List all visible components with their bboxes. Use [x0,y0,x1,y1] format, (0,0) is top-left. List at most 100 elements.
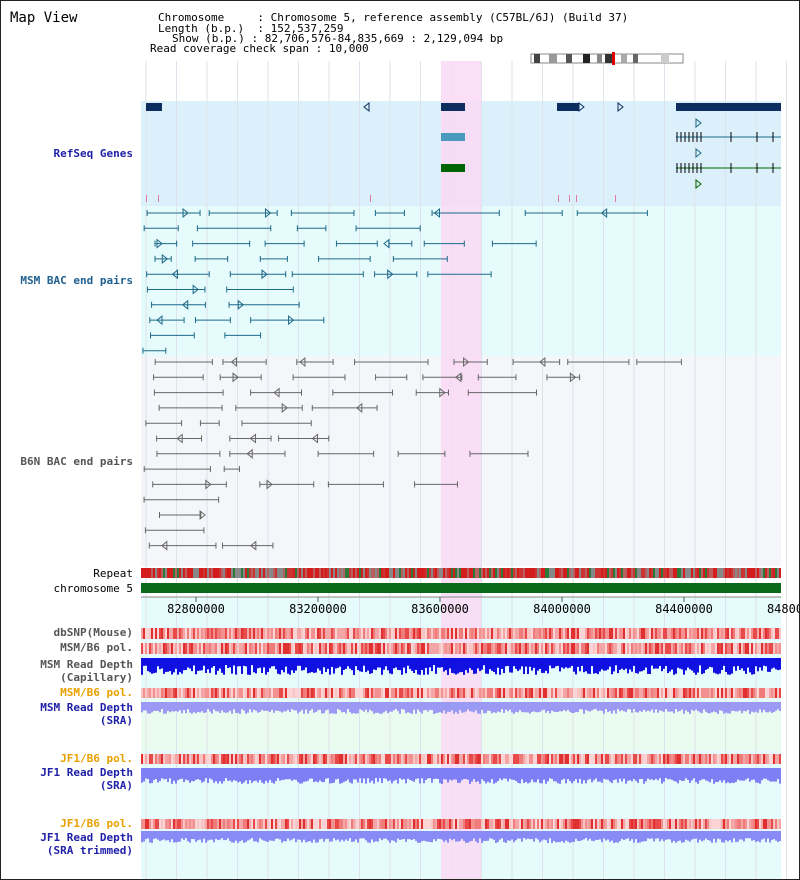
msm-depth-capillary-bar [189,658,191,669]
jf1-depth-trimmed-bar [559,831,561,843]
repeat-segment [649,568,651,578]
jf1-b6-pol-trimmed-heat-cell [281,819,283,829]
repeat-segment [459,568,461,578]
msm-b6-pol-heat-cell [231,643,233,654]
msm-depth-capillary-bar [715,658,717,674]
jf1-depth-sra-bar [645,768,647,782]
jf1-depth-sra-bar [595,768,597,779]
jf1-b6-pol-heat-cell [443,754,445,764]
dbsnp-heat-cell [729,628,731,639]
repeat-segment [563,568,565,578]
msm-b6-pol-sra-heat-cell [573,688,575,698]
jf1-b6-pol-trimmed-heat-cell [775,819,777,829]
jf1-b6-pol-trimmed-heat-cell [343,819,345,829]
jf1-b6-pol-trimmed-heat-cell [189,819,191,829]
repeat-segment [609,568,611,578]
jf1-b6-pol-heat-cell [379,754,381,764]
jf1-depth-sra-bar [623,768,625,779]
msm-depth-sra-bar [225,702,227,713]
msm-depth-capillary-bar [435,658,437,674]
jf1-b6-pol-trimmed-heat-cell [685,819,687,829]
msm-b6-pol-heat-cell [685,643,687,654]
jf1-b6-pol-trimmed-heat-cell [757,819,759,829]
track-label-jf1-depth-trimmed: JF1 Read Depth [40,831,133,844]
msm-b6-pol-sra-heat-cell [421,688,423,698]
jf1-b6-pol-trimmed-heat-cell [371,819,373,829]
msm-b6-pol-sra-heat-cell [647,688,649,698]
msm-depth-capillary-bar [175,658,177,669]
jf1-b6-pol-heat-cell [205,754,207,764]
jf1-b6-pol-heat-cell [221,754,223,764]
repeat-segment [451,568,453,578]
msm-b6-pol-heat-cell [457,643,459,654]
jf1-depth-sra-bar [255,768,257,781]
msm-b6-pol-heat-cell [717,643,719,654]
repeat-segment [213,568,215,578]
msm-depth-sra-bar [551,702,553,711]
jf1-b6-pol-heat-cell [653,754,655,764]
jf1-b6-pol-heat-cell [427,754,429,764]
jf1-depth-trimmed-bar [457,831,459,842]
jf1-depth-sra-bar [537,768,539,780]
msm-depth-capillary-bar [481,658,483,670]
repeat-segment [265,568,267,578]
jf1-b6-pol-trimmed-heat-cell [581,819,583,829]
jf1-depth-trimmed-bar [659,831,661,842]
jf1-depth-trimmed-bar [585,831,587,839]
msm-depth-sra-bar [153,702,155,711]
msm-b6-pol-heat-cell [301,643,303,654]
jf1-depth-trimmed-bar [703,831,705,841]
jf1-depth-trimmed-bar [539,831,541,843]
msm-depth-capillary-bar [725,658,727,673]
refseq-tick [569,195,570,202]
jf1-b6-pol-heat-cell [775,754,777,764]
repeat-segment [659,568,661,578]
jf1-depth-trimmed-bar [155,831,157,839]
repeat-segment [529,568,531,578]
jf1-depth-sra-bar [533,768,535,783]
jf1-depth-sra-bar [355,768,357,780]
msm-b6-pol-sra-heat-cell [535,688,537,698]
jf1-b6-pol-trimmed-heat-cell [553,819,555,829]
msm-depth-sra-bar [183,702,185,711]
jf1-b6-pol-trimmed-heat-cell [483,819,485,829]
dbsnp-heat-cell [241,628,243,639]
msm-b6-pol-sra-heat-cell [737,688,739,698]
msm-b6-pol-sra-heat-cell [315,688,317,698]
dbsnp-heat-cell [637,628,639,639]
jf1-b6-pol-trimmed-heat-cell [651,819,653,829]
dbsnp-heat-cell [239,628,241,639]
msm-depth-capillary-bar [763,658,765,666]
jf1-depth-trimmed-bar [297,831,299,840]
jf1-depth-trimmed-bar [595,831,597,840]
jf1-b6-pol-trimmed-heat-cell [323,819,325,829]
dbsnp-heat-cell [301,628,303,639]
jf1-depth-trimmed-bar [315,831,317,843]
jf1-depth-sra-bar [317,768,319,783]
jf1-depth-trimmed-bar [245,831,247,843]
msm-b6-pol-heat-cell [471,643,473,654]
msm-b6-pol-heat-cell [617,643,619,654]
dbsnp-heat-cell [661,628,663,639]
msm-b6-pol-heat-cell [639,643,641,654]
msm-b6-pol-sra-heat-cell [411,688,413,698]
msm-b6-pol-heat-cell [427,643,429,654]
msm-b6-pol-sra-heat-cell [337,688,339,698]
dbsnp-heat-cell [741,628,743,639]
repeat-segment [179,568,181,578]
jf1-b6-pol-heat-cell [409,754,411,764]
jf1-b6-pol-heat-cell [595,754,597,764]
jf1-depth-sra-bar [405,768,407,784]
msm-depth-sra-bar [519,702,521,711]
jf1-depth-trimmed-bar [187,831,189,842]
msm-b6-pol-sra-heat-cell [227,688,229,698]
msm-depth-sra-bar [741,702,743,714]
jf1-b6-pol-trimmed-heat-cell [277,819,279,829]
jf1-b6-pol-trimmed-heat-cell [469,819,471,829]
repeat-segment [151,568,153,578]
dbsnp-heat-cell [289,628,291,639]
jf1-b6-pol-heat-cell [347,754,349,764]
dbsnp-heat-cell [149,628,151,639]
track-label-jf1-depth-sra: JF1 Read Depth [40,766,133,779]
